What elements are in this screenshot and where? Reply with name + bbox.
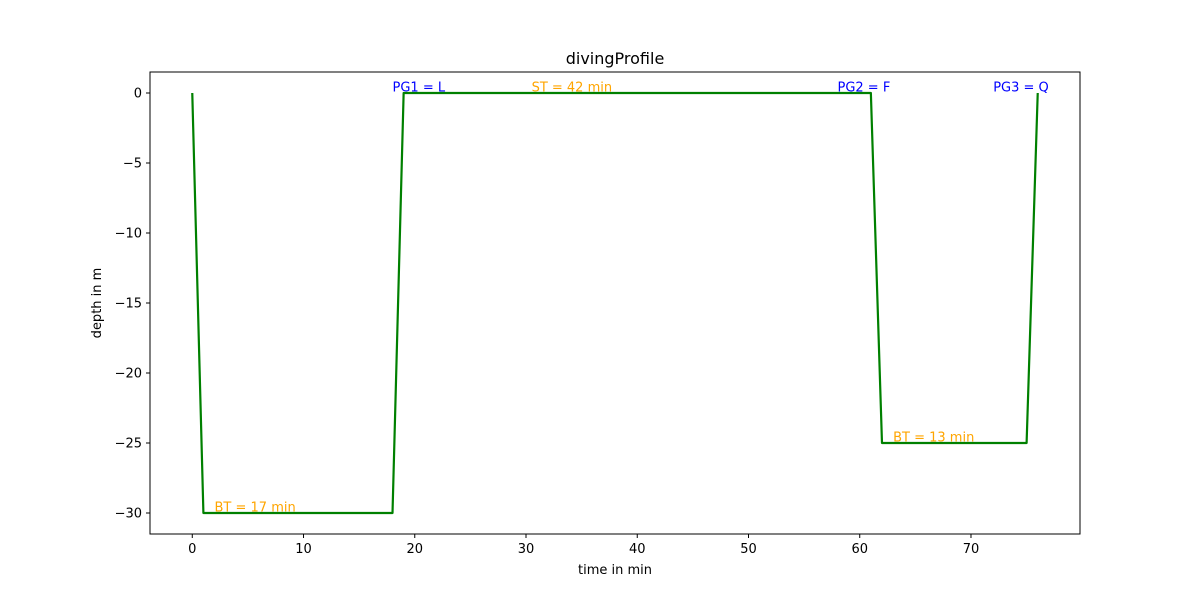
- y-tick-label: −30: [115, 507, 142, 522]
- x-tick-label: 10: [295, 542, 312, 557]
- annotation-label: BT = 13 min: [893, 431, 974, 446]
- x-tick-label: 50: [740, 542, 757, 557]
- y-tick-label: 0: [134, 87, 142, 102]
- annotation-label: PG2 = F: [837, 81, 890, 96]
- y-tick-label: −25: [115, 437, 142, 452]
- x-tick-label: 0: [188, 542, 196, 557]
- y-axis-label: depth in m: [90, 268, 105, 339]
- chart-title: divingProfile: [566, 49, 665, 68]
- x-tick-label: 30: [518, 542, 535, 557]
- x-tick-label: 40: [629, 542, 646, 557]
- annotation-label: PG3 = Q: [993, 81, 1049, 96]
- x-tick-label: 60: [851, 542, 868, 557]
- x-axis-label: time in min: [578, 563, 652, 578]
- plot-area: 0 10 20 30 40 50 60 70 0 −5 −10 −15 −20 −25 −30 PG1 = L…: [115, 81, 1049, 557]
- y-tick-label: −20: [115, 367, 142, 382]
- x-tick-label: 20: [406, 542, 423, 557]
- axes-frame: [149, 71, 1081, 535]
- annotation-label: BT = 17 min: [215, 501, 296, 516]
- y-tick-label: −10: [115, 227, 142, 242]
- x-tick-label: 70: [963, 542, 980, 557]
- y-tick-label: −5: [123, 157, 142, 172]
- annotation-label: ST = 42 min: [532, 81, 613, 96]
- y-tick-label: −15: [115, 297, 142, 312]
- series-line: [191, 91, 1039, 515]
- annotation-label: PG1 = L: [393, 81, 446, 96]
